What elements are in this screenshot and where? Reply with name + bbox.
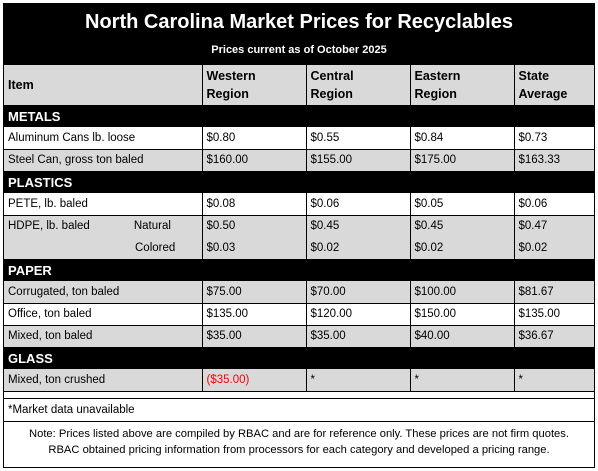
central-price: $70.00 — [306, 281, 411, 304]
item-cell: Steel Can, gross ton baled — [4, 149, 203, 172]
col-header-item: Item — [4, 65, 203, 106]
section-header-glass: GLASS — [4, 347, 594, 369]
eastern-price: $0.05 — [410, 193, 515, 216]
item-cell: Mixed, ton baled — [4, 325, 203, 348]
eastern-price: $150.00 — [410, 303, 515, 326]
eastern-price: $40.00 — [410, 325, 515, 348]
state-average-price: $163.33 — [514, 149, 594, 172]
western-price: $35.00 — [202, 325, 307, 348]
item-cell: Aluminum Cans lb. loose — [4, 127, 203, 150]
section-header-plastics: PLASTICS — [4, 171, 594, 193]
page-title: North Carolina Market Prices for Recycla… — [4, 4, 594, 38]
eastern-price: $0.45 — [410, 215, 515, 237]
state-average-price: $81.67 — [514, 281, 594, 304]
col-header-central: Central Region — [306, 65, 411, 106]
item-cell: Corrugated, ton baled — [4, 281, 203, 304]
central-price: $35.00 — [306, 325, 411, 348]
table-row: PETE, lb. baled $0.08 $0.06 $0.05 $0.06 — [4, 193, 594, 216]
eastern-price: $175.00 — [410, 149, 515, 172]
western-price: ($35.00) — [202, 369, 307, 392]
table-row: Colored $0.03 $0.02 $0.02 $0.02 — [4, 237, 594, 260]
price-sheet: North Carolina Market Prices for Recycla… — [3, 3, 595, 468]
western-price: $0.50 — [202, 215, 307, 237]
disclaimer-note: Note: Prices listed above are compiled b… — [4, 422, 594, 458]
central-price: $0.45 — [306, 215, 411, 237]
col-header-western: Western Region — [202, 65, 307, 106]
table-row: Mixed, ton baled $35.00 $35.00 $40.00 $3… — [4, 325, 594, 348]
item-sublabel: Colored — [135, 241, 176, 254]
note-line-2: RBAC obtained pricing information from p… — [48, 443, 550, 456]
item-label: HDPE, lb. baled — [8, 220, 90, 233]
section-header-paper: PAPER — [4, 259, 594, 281]
table-row: Corrugated, ton baled $75.00 $70.00 $100… — [4, 281, 594, 304]
item-cell: Office, ton baled — [4, 303, 203, 326]
central-price: $0.02 — [306, 237, 411, 260]
western-price: $160.00 — [202, 149, 307, 172]
state-average-price: $135.00 — [514, 303, 594, 326]
col-header-state-average: State Average — [514, 65, 594, 106]
item-cell: HDPE, lb. baled Natural — [4, 215, 203, 237]
table-row: Aluminum Cans lb. loose $0.80 $0.55 $0.8… — [4, 127, 594, 150]
state-average-price: $0.73 — [514, 127, 594, 150]
state-average-price: $0.02 — [514, 237, 594, 260]
state-average-price: * — [514, 369, 594, 392]
page-subtitle: Prices current as of October 2025 — [4, 38, 594, 65]
col-header-eastern: Eastern Region — [410, 65, 515, 106]
state-average-price: $36.67 — [514, 325, 594, 348]
eastern-price: $100.00 — [410, 281, 515, 304]
table-row: Mixed, ton crushed ($35.00) * * * — [4, 369, 594, 392]
state-average-price: $0.06 — [514, 193, 594, 216]
eastern-price: $0.84 — [410, 127, 515, 150]
western-price: $0.08 — [202, 193, 307, 216]
footnote: *Market data unavailable — [4, 397, 594, 422]
central-price: $0.06 — [306, 193, 411, 216]
central-price: $120.00 — [306, 303, 411, 326]
table-row: Steel Can, gross ton baled $160.00 $155.… — [4, 149, 594, 172]
western-price: $75.00 — [202, 281, 307, 304]
central-price: $155.00 — [306, 149, 411, 172]
table-row: HDPE, lb. baled Natural $0.50 $0.45 $0.45… — [4, 215, 594, 237]
item-cell: Colored — [4, 237, 203, 260]
table-header-row: Item Western Region Central Region Eastern… — [4, 65, 594, 106]
central-price: * — [306, 369, 411, 392]
western-price: $135.00 — [202, 303, 307, 326]
item-cell: PETE, lb. baled — [4, 193, 203, 216]
note-line-1: Note: Prices listed above are compiled b… — [29, 427, 569, 440]
price-table: Item Western Region Central Region Eastern… — [4, 65, 594, 392]
table-row: Office, ton baled $135.00 $120.00 $150.0… — [4, 303, 594, 326]
western-price: $0.80 — [202, 127, 307, 150]
item-sublabel: Natural — [133, 220, 171, 233]
state-average-price: $0.47 — [514, 215, 594, 237]
western-price: $0.03 — [202, 237, 307, 260]
item-cell: Mixed, ton crushed — [4, 369, 203, 392]
central-price: $0.55 — [306, 127, 411, 150]
eastern-price: * — [410, 369, 515, 392]
section-header-metals: METALS — [4, 105, 594, 127]
eastern-price: $0.02 — [410, 237, 515, 260]
